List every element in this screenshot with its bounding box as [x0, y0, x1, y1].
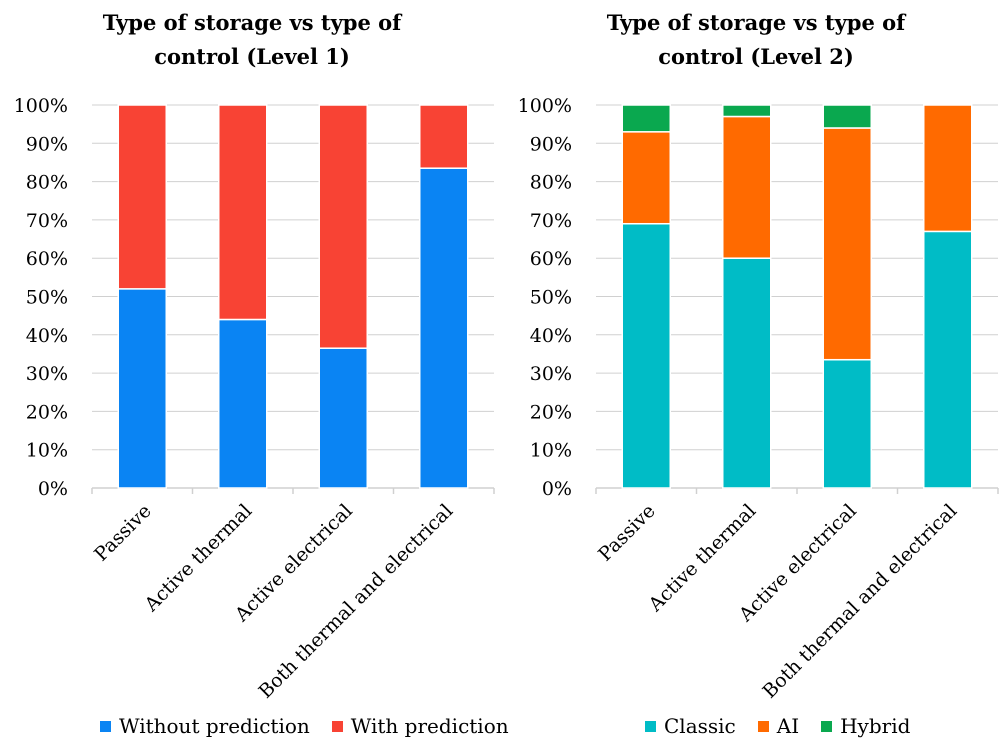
x-tick-label: Active thermal	[644, 500, 760, 616]
legend-level-2: Classic AI Hybrid	[645, 714, 910, 738]
legend-label-classic: Classic	[664, 714, 736, 738]
y-tick-label: 40%	[530, 325, 572, 347]
plot-area-level-1: 0% 10% 20% 30% 40% 50% 60% 70% 80% 90% 100% Passive…	[14, 95, 495, 703]
legend-swatch-with-prediction	[331, 720, 343, 732]
y-tick-label: 0%	[542, 478, 572, 500]
y-tick-label: 0%	[38, 478, 68, 500]
bar-without-prediction-both-thermal-and-electrical	[419, 167, 469, 489]
bar-with-prediction-active-electrical	[318, 104, 368, 349]
y-tick-label: 30%	[26, 363, 68, 385]
bar-with-prediction-active-thermal	[218, 104, 268, 321]
y-tick-label: 90%	[530, 133, 572, 155]
bar-with-prediction-both-thermal-and-electrical	[419, 104, 469, 169]
bar-without-prediction-active-thermal	[218, 318, 268, 489]
legend-item-without-prediction: Without prediction	[100, 714, 310, 738]
y-tick-label: 60%	[26, 248, 68, 270]
legend-swatch-without-prediction	[100, 720, 111, 732]
y-tick-label: 70%	[530, 210, 572, 232]
x-tick-label: Both thermal and electrical	[254, 500, 457, 703]
legend-label-without-prediction: Without prediction	[119, 714, 310, 738]
y-tick-label: 100%	[14, 95, 68, 117]
bar-ai-active-thermal	[722, 115, 772, 259]
y-tick-label: 50%	[530, 287, 572, 309]
legend-item-with-prediction: With prediction	[331, 714, 509, 738]
bar-classic-active-thermal	[722, 257, 772, 489]
legend-item-ai: AI	[757, 714, 800, 738]
y-tick-label: 60%	[530, 248, 572, 270]
x-tick-label: Passive	[90, 500, 156, 566]
legend-label-ai: AI	[776, 714, 800, 738]
y-tick-label: 40%	[26, 325, 68, 347]
bar-hybrid-active-thermal	[722, 104, 772, 118]
y-tick-label: 20%	[530, 401, 572, 423]
y-tick-label: 20%	[26, 401, 68, 423]
y-tick-label: 80%	[530, 172, 572, 194]
legend-level-1: Without prediction With prediction	[100, 714, 509, 738]
bar-without-prediction-active-electrical	[318, 347, 368, 489]
y-tick-label: 50%	[26, 287, 68, 309]
x-tick-label: Passive	[594, 500, 660, 566]
chart-level-1: Type of storage vs type of control (Leve…	[14, 10, 509, 738]
bar-with-prediction-passive	[117, 104, 167, 290]
legend-item-hybrid: Hybrid	[821, 714, 910, 738]
x-tick-label: Both thermal and electrical	[758, 500, 961, 703]
plot-area-level-2: 0% 10% 20% 30% 40% 50% 60% 70% 80% 90% 100% Passive…	[518, 95, 999, 703]
bar-classic-active-electrical	[822, 358, 872, 489]
legend-label-hybrid: Hybrid	[840, 714, 911, 738]
y-tick-label: 90%	[26, 133, 68, 155]
y-tick-label: 30%	[530, 363, 572, 385]
y-tick-label: 100%	[518, 95, 572, 117]
y-tick-label: 10%	[530, 440, 572, 462]
y-tick-label: 70%	[26, 210, 68, 232]
bar-ai-passive	[621, 131, 671, 225]
bar-without-prediction-passive	[117, 288, 167, 489]
y-tick-label: 10%	[26, 440, 68, 462]
y-tick-label: 80%	[26, 172, 68, 194]
bar-classic-both-thermal-and-electrical	[923, 230, 973, 489]
legend-swatch-ai	[757, 720, 769, 732]
legend-item-classic: Classic	[645, 714, 736, 738]
bar-hybrid-passive	[621, 104, 671, 133]
legend-swatch-classic	[645, 720, 656, 732]
legend-swatch-hybrid	[821, 720, 833, 732]
legend-label-with-prediction: With prediction	[350, 714, 509, 738]
bar-hybrid-active-electrical	[822, 104, 872, 129]
bar-ai-both-thermal-and-electrical	[923, 104, 973, 233]
chart-title-level-2: Type of storage vs type of control (Leve…	[606, 10, 906, 69]
chart-title-level-1: Type of storage vs type of control (Leve…	[102, 10, 402, 69]
bar-ai-active-electrical	[822, 127, 872, 361]
chart-level-2: Type of storage vs type of control (Leve…	[504, 0, 1008, 744]
x-tick-label: Active thermal	[140, 500, 256, 616]
bar-classic-passive	[621, 222, 671, 489]
